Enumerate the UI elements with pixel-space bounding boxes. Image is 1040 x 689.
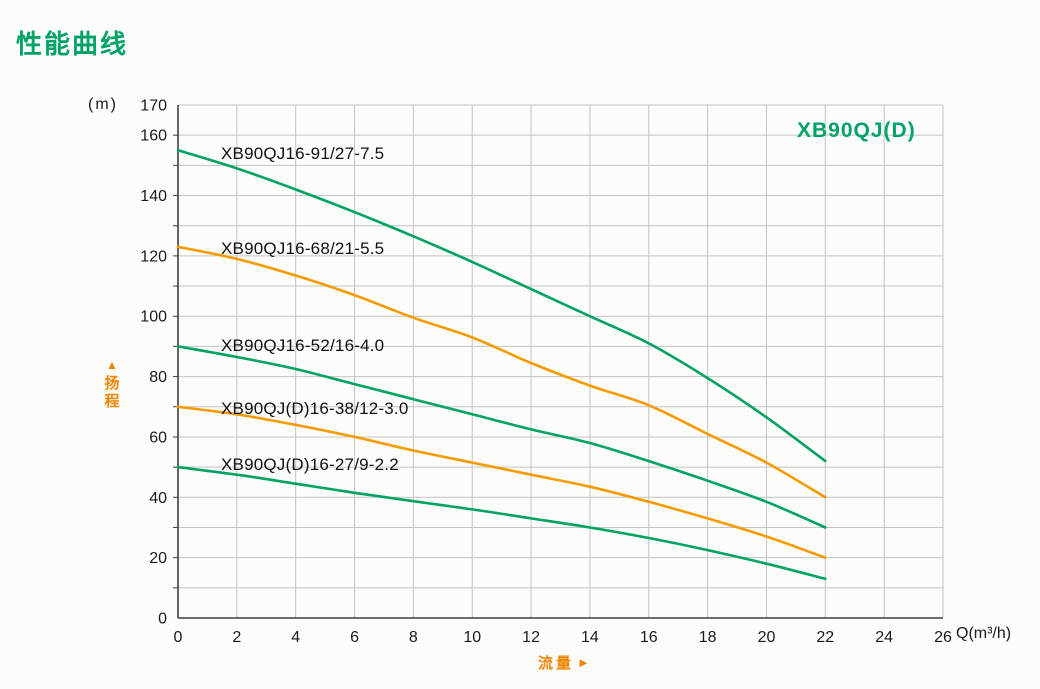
curve-label-3: XB90QJ16-52/16-4.0 [221,336,385,355]
x-tick-label: 8 [409,629,418,646]
y-axis-name-text: 扬程 [104,375,120,410]
y-tick-label: 140 [140,188,167,205]
y-tick-label: 20 [149,550,167,567]
curve-5 [176,465,827,581]
y-tick-label: 170 [140,98,167,115]
x-tick-label: 12 [522,629,540,646]
y-tick-label: 100 [140,309,167,326]
curves [176,149,827,581]
curve-label-5: XB90QJ(D)16-27/9-2.2 [221,455,399,474]
curve-label-1: XB90QJ16-91/27-7.5 [221,144,385,163]
x-tick-label: 0 [174,629,183,646]
y-tick-label: 120 [140,248,167,265]
y-tick-label: 60 [149,429,167,446]
x-tick-label: 22 [816,629,834,646]
x-axis-unit: Q(m³/h) [956,625,1012,642]
page-title: 性能曲线 [16,29,129,59]
x-axis-name: 流量 ► [538,652,590,673]
x-tick-label: 16 [640,629,658,646]
y-axis-unit: (m) [88,96,118,113]
y-tick-label: 0 [158,611,167,628]
gridlines [178,104,944,618]
x-tick-label: 24 [875,629,893,646]
x-tick-label: 26 [934,629,952,646]
pump-model-label: XB90QJ(D) [797,119,916,142]
y-tick-label: 160 [140,128,167,145]
curve-label-4: XB90QJ(D)16-38/12-3.0 [221,399,409,418]
x-axis-name-text: 流量 [538,655,575,672]
curve-2 [176,245,827,499]
x-tick-label: 14 [581,629,599,646]
x-tick-label: 2 [232,629,241,646]
x-tick-label: 6 [350,629,359,646]
x-tick-label: 10 [463,629,481,646]
y-tick-label: 80 [149,369,167,386]
curve-3 [176,345,827,529]
curve-label-2: XB90QJ16-68/21-5.5 [221,239,385,258]
x-tick-label: 4 [291,629,300,646]
curve-1 [176,149,827,463]
y-axis-name: ▲ 扬程 [99,357,125,411]
right-arrow-icon: ► [577,655,590,670]
x-tick-label: 20 [758,629,776,646]
curve-4 [176,405,827,559]
x-tick-label: 18 [699,629,717,646]
axes [173,105,943,619]
y-tick-label: 40 [149,490,167,507]
up-arrow-icon: ▲ [106,358,118,372]
